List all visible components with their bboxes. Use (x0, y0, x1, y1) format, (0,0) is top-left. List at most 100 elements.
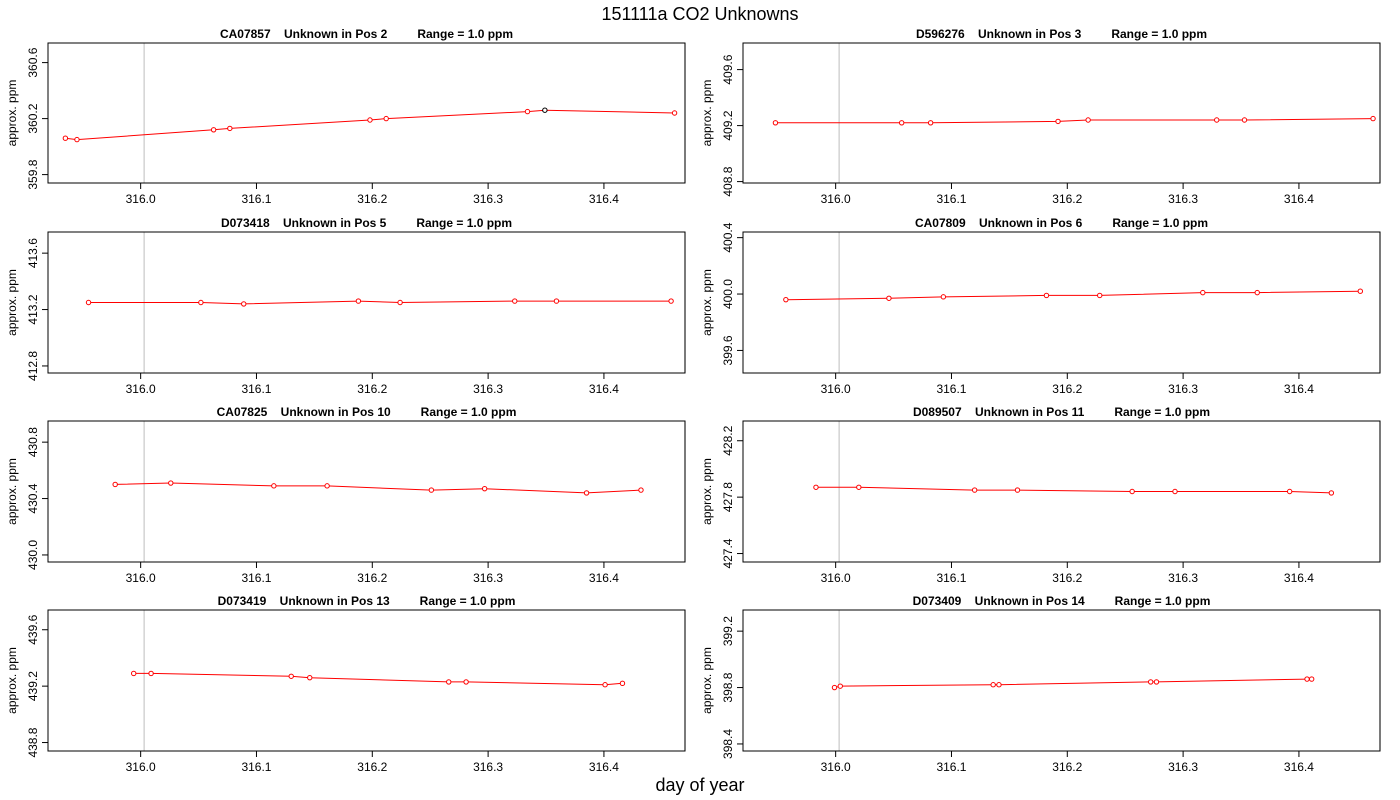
x-tick-label: 316.2 (357, 192, 387, 206)
panel-3: D073418 Unknown in Pos 5 Range = 1.0 ppm… (5, 216, 686, 396)
data-point (383, 115, 389, 122)
data-point (553, 298, 560, 304)
data-point (446, 679, 452, 685)
data-point (1286, 488, 1293, 495)
y-tick-label: 413.6 (26, 238, 40, 268)
data-point (886, 295, 892, 301)
panel-title: D073418 Unknown in Pos 5 Range = 1.0 ppm (221, 216, 512, 230)
plot-frame (47, 231, 686, 374)
panel-8: D073409 Unknown in Pos 14 Range = 1.0 pp… (700, 594, 1381, 774)
data-point (288, 673, 294, 679)
y-axis-label: approx. ppm (700, 80, 714, 147)
series-line (115, 482, 642, 494)
data-point (1241, 117, 1248, 123)
series-line (816, 486, 1332, 494)
data-point (131, 670, 137, 677)
series-line (775, 118, 1374, 124)
y-tick-label: 360.6 (26, 47, 40, 77)
x-tick-label: 316.3 (473, 192, 503, 206)
x-tick-label: 316.0 (821, 192, 851, 206)
data-point (1043, 292, 1050, 299)
y-tick-label: 413.2 (26, 294, 40, 324)
y-tick-label: 359.8 (26, 159, 40, 189)
x-tick-label: 316.3 (473, 760, 503, 774)
data-point (1308, 676, 1315, 682)
y-tick-label: 430.0 (26, 540, 40, 570)
data-point (638, 487, 644, 493)
y-axis-label: approx. ppm (700, 458, 714, 525)
data-point (619, 680, 626, 687)
data-point (168, 480, 174, 486)
data-point (198, 299, 204, 306)
panel-title: D073419 Unknown in Pos 13 Range = 1.0 pp… (218, 594, 516, 608)
data-point (241, 301, 247, 307)
data-point (428, 487, 435, 493)
x-tick-label: 316.4 (1284, 382, 1314, 396)
panel-title: CA07809 Unknown in Pos 6 Range = 1.0 ppm (915, 216, 1208, 230)
data-point (813, 484, 819, 490)
data-point (1304, 676, 1310, 682)
data-point (62, 135, 69, 141)
x-tick-label: 316.4 (589, 382, 619, 396)
figure-title: 151111a CO2 Unknowns (601, 4, 799, 24)
data-point (1357, 288, 1364, 294)
y-tick-label: 439.2 (26, 671, 40, 701)
x-tick-label: 316.1 (241, 571, 271, 585)
x-tick-label: 316.3 (1168, 192, 1198, 206)
data-point (996, 682, 1002, 688)
panel-4: CA07809 Unknown in Pos 6 Range = 1.0 ppm… (700, 216, 1381, 396)
panel-title: CA07825 Unknown in Pos 10 Range = 1.0 pp… (217, 405, 517, 419)
data-point (927, 120, 934, 126)
x-tick-label: 316.4 (589, 760, 619, 774)
x-tick-label: 316.4 (589, 571, 619, 585)
y-tick-label: 427.8 (721, 482, 735, 512)
data-point (668, 298, 674, 304)
series-line (65, 109, 675, 141)
panel-title: D089507 Unknown in Pos 11 Range = 1.0 pp… (913, 405, 1210, 419)
y-tick-label: 398.4 (721, 729, 735, 759)
panel-2: D596276 Unknown in Pos 3 Range = 1.0 ppm… (700, 27, 1381, 206)
series-line (834, 678, 1312, 689)
data-point (898, 120, 905, 126)
y-tick-label: 400.0 (721, 279, 735, 309)
x-tick-label: 316.1 (241, 382, 271, 396)
data-point (837, 683, 843, 689)
x-tick-label: 316.0 (821, 760, 851, 774)
x-tick-label: 316.2 (357, 760, 387, 774)
panel-title: CA07857 Unknown in Pos 2 Range = 1.0 ppm (220, 27, 513, 41)
data-point (512, 298, 518, 304)
data-point (602, 682, 608, 688)
x-tick-label: 316.2 (1052, 382, 1082, 396)
data-point (227, 125, 233, 132)
data-point (271, 483, 277, 489)
data-point (1172, 488, 1178, 495)
data-point (856, 484, 862, 490)
data-point (463, 679, 469, 685)
y-tick-label: 360.2 (26, 103, 40, 133)
x-tick-label: 316.4 (589, 192, 619, 206)
data-point (367, 117, 373, 123)
plot-frame (742, 231, 1381, 374)
x-tick-label: 316.4 (1284, 571, 1314, 585)
plot-frame (47, 42, 686, 184)
plot-frame (47, 609, 686, 752)
data-point (1014, 487, 1021, 493)
x-tick-label: 316.3 (473, 571, 503, 585)
data-point (990, 682, 996, 688)
data-point (1254, 289, 1260, 296)
series-line (785, 290, 1361, 301)
x-tick-label: 316.1 (241, 760, 271, 774)
x-tick-label: 316.1 (241, 192, 271, 206)
y-tick-label: 398.8 (721, 672, 735, 702)
data-point (1097, 292, 1103, 299)
data-point (1200, 289, 1206, 296)
x-tick-label: 316.3 (1168, 571, 1198, 585)
data-point (772, 120, 779, 126)
data-point (355, 298, 362, 304)
x-tick-label: 316.0 (821, 571, 851, 585)
x-tick-label: 316.0 (126, 571, 156, 585)
y-tick-label: 412.8 (26, 351, 40, 381)
data-point-highlight (542, 107, 548, 113)
x-tick-label: 316.2 (1052, 760, 1082, 774)
